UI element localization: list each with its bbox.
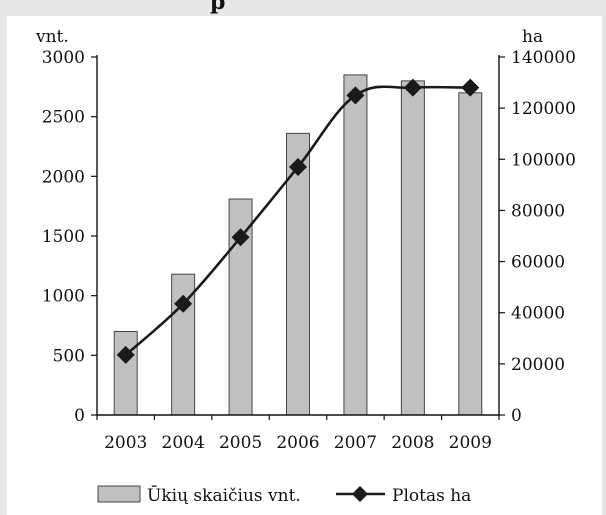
right-tick-label: 20000 xyxy=(511,355,565,375)
x-tick-label: 2003 xyxy=(104,433,147,453)
bar-2003 xyxy=(114,331,137,415)
legend-line-marker xyxy=(352,486,368,502)
left-tick-label: 2500 xyxy=(42,108,85,128)
right-tick-label: 60000 xyxy=(511,253,565,273)
right-tick-label: 100000 xyxy=(511,150,576,170)
legend-bar-swatch xyxy=(98,486,140,502)
left-tick-label: 1500 xyxy=(42,227,85,247)
x-axis: 2003 2004 2005 2006 2007 2008 2009 xyxy=(97,415,499,453)
x-tick-label: 2008 xyxy=(391,433,434,453)
bar-2007 xyxy=(344,75,367,415)
right-tick-label: 80000 xyxy=(511,201,565,221)
right-tick-label: 140000 xyxy=(511,48,576,68)
x-tick-label: 2004 xyxy=(162,433,205,453)
bar-2009 xyxy=(459,93,482,415)
left-tick-label: 1000 xyxy=(42,287,85,307)
left-axis-unit-label: vnt. xyxy=(35,27,69,47)
right-axis: ha 0 20000 40000 60000 80000 100000 120000 14000… xyxy=(499,27,576,426)
x-tick-label: 2009 xyxy=(449,433,492,453)
right-tick-label: 120000 xyxy=(511,99,576,119)
x-tick-label: 2007 xyxy=(334,433,377,453)
bar-series xyxy=(114,75,482,415)
right-tick-label: 40000 xyxy=(511,304,565,324)
bar-2008 xyxy=(401,81,424,415)
right-tick-label: 0 xyxy=(511,406,522,426)
left-tick-label: 500 xyxy=(53,346,85,366)
legend: Ūkių skaičius vnt. Plotas ha xyxy=(98,485,471,506)
x-tick-label: 2006 xyxy=(276,433,319,453)
legend-bar-label: Ūkių skaičius vnt. xyxy=(147,485,301,506)
x-tick-label: 2005 xyxy=(219,433,262,453)
left-tick-label: 3000 xyxy=(42,48,85,68)
left-axis: vnt. 0 500 1000 1500 2000 2500 3000 xyxy=(35,27,97,426)
right-axis-unit-label: ha xyxy=(522,27,543,47)
legend-line-label: Plotas ha xyxy=(392,486,471,506)
left-tick-label: 2000 xyxy=(42,167,85,187)
left-tick-label: 0 xyxy=(74,406,85,426)
